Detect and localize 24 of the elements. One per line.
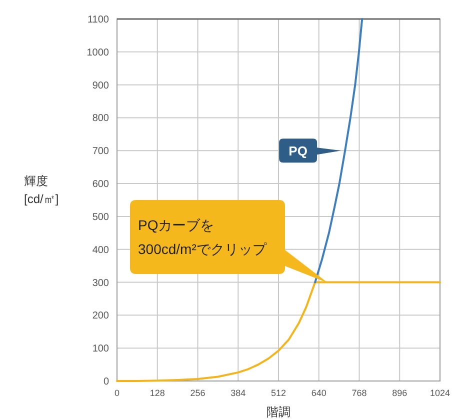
y-tick-label: 700 bbox=[92, 146, 110, 158]
x-tick-label: 896 bbox=[392, 388, 408, 398]
y-tick-label: 1000 bbox=[86, 47, 110, 58]
y-tick-label: 600 bbox=[92, 179, 110, 190]
x-axis-title: 階調 bbox=[266, 405, 290, 419]
x-tick-label: 1024 bbox=[430, 388, 450, 398]
y-tick-label: 200 bbox=[92, 310, 110, 322]
y-axis-title: 輝度 [cd/㎡] bbox=[24, 174, 59, 206]
x-tick-label: 256 bbox=[190, 388, 206, 398]
x-tick-label: 512 bbox=[270, 388, 286, 398]
y-tick-label: 800 bbox=[92, 113, 110, 124]
x-tick-label: 384 bbox=[230, 388, 246, 398]
x-tick-label: 768 bbox=[352, 388, 367, 398]
x-tick-label: 640 bbox=[311, 388, 326, 398]
y-tick-label: 300 bbox=[92, 278, 110, 289]
y-tick-label: 100 bbox=[92, 344, 110, 355]
annotation: PQカーブを 300cd/m²でクリップ bbox=[138, 217, 268, 257]
y-tick-label: 400 bbox=[92, 244, 110, 256]
y-tick-label: 1100 bbox=[87, 14, 110, 26]
y-tick-label: 0 bbox=[103, 376, 110, 388]
y-tick-label: 500 bbox=[92, 212, 110, 223]
x-tick-label: 128 bbox=[150, 388, 165, 398]
y-tick-label: 900 bbox=[92, 80, 110, 92]
x-tick-label: 0 bbox=[114, 388, 120, 398]
